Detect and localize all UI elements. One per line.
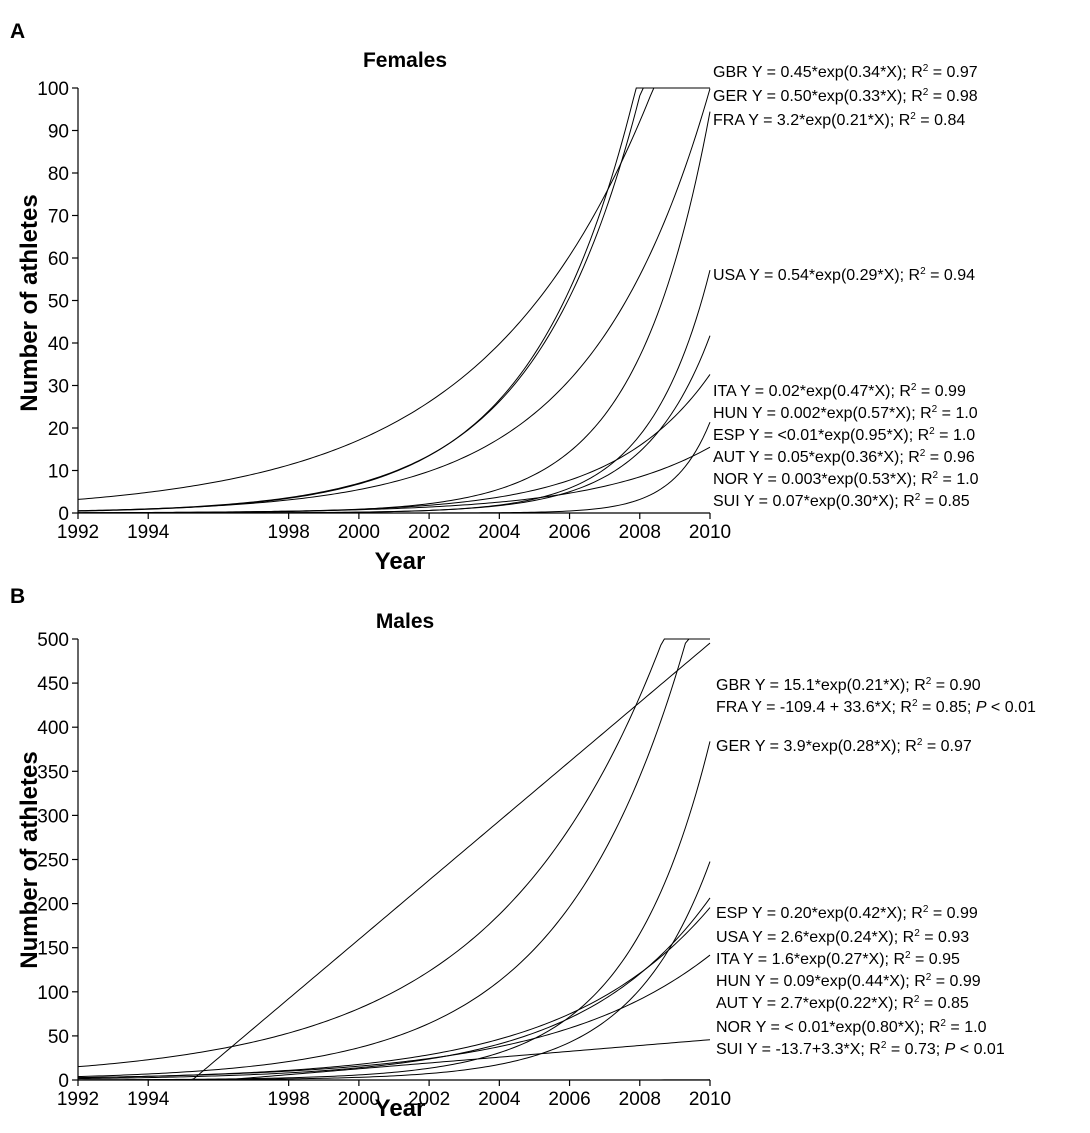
- series-line-nor: [78, 336, 710, 513]
- equation-label-aut: AUT Y = 2.7*exp(0.22*X); R2 = 0.85: [716, 994, 969, 1012]
- y-tick-label: 100: [37, 983, 69, 1004]
- y-tick-label: 30: [48, 377, 69, 398]
- x-tick-label: 1994: [127, 522, 170, 543]
- equation-label-ita: ITA Y = 1.6*exp(0.27*X); R2 = 0.95: [716, 950, 960, 968]
- series-line-ita: [78, 112, 710, 513]
- x-tick-label: 1994: [127, 1089, 170, 1110]
- x-tick-label: 2000: [338, 522, 380, 543]
- panel-letter: A: [10, 20, 25, 43]
- y-tick-label: 10: [48, 462, 69, 483]
- x-axis-label: Year: [375, 1095, 426, 1122]
- series-line-sui: [78, 447, 710, 513]
- y-tick-label: 90: [48, 122, 69, 143]
- series-line-ger: [78, 88, 710, 511]
- series-line-fra: [78, 643, 710, 1080]
- x-tick-label: 1998: [268, 522, 310, 543]
- series-line-esp: [78, 741, 710, 1079]
- x-tick-label: 2004: [478, 522, 521, 543]
- equation-label-sui: SUI Y = -13.7+3.3*X; R2 = 0.73; P < 0.01: [716, 1040, 1005, 1058]
- x-tick-label: 2010: [689, 522, 731, 543]
- y-tick-label: 40: [48, 334, 69, 355]
- equation-label-ger: GER Y = 3.9*exp(0.28*X); R2 = 0.97: [716, 737, 972, 755]
- series-line-usa: [78, 89, 710, 511]
- series-line-ita: [78, 898, 710, 1079]
- chart-title: Females: [363, 49, 447, 72]
- equation-label-sui: SUI Y = 0.07*exp(0.30*X); R2 = 0.85: [713, 492, 970, 510]
- x-tick-label: 2006: [548, 522, 590, 543]
- chart-title: Males: [376, 610, 434, 633]
- y-tick-label: 100: [37, 79, 69, 100]
- x-axis-label: Year: [375, 548, 426, 575]
- panel-b: BMales0501001502002503003504004505001992…: [10, 585, 1036, 1122]
- y-axis-label: Number of athletes: [16, 194, 43, 411]
- series-line-gbr: [78, 88, 710, 511]
- series-line-aut: [78, 955, 710, 1078]
- equation-label-hun: HUN Y = 0.09*exp(0.44*X); R2 = 0.99: [716, 972, 981, 990]
- equation-label-nor: NOR Y = < 0.01*exp(0.80*X); R2 = 1.0: [716, 1018, 987, 1036]
- equation-label-fra: FRA Y = 3.2*exp(0.21*X); R2 = 0.84: [713, 111, 965, 129]
- equation-label-usa: USA Y = 0.54*exp(0.29*X); R2 = 0.94: [713, 266, 975, 284]
- series-line-fra: [78, 88, 710, 499]
- x-tick-label: 2010: [689, 1089, 731, 1110]
- equation-label-ita: ITA Y = 0.02*exp(0.47*X); R2 = 0.99: [713, 382, 966, 400]
- x-tick-label: 2008: [619, 1089, 661, 1110]
- y-tick-label: 500: [37, 630, 69, 651]
- y-tick-label: 70: [48, 207, 69, 228]
- series-line-gbr: [78, 639, 710, 1067]
- x-tick-label: 2002: [408, 522, 450, 543]
- y-tick-label: 60: [48, 249, 69, 270]
- y-tick-label: 50: [48, 292, 69, 313]
- y-tick-label: 450: [37, 674, 69, 695]
- equation-label-gbr: GBR Y = 15.1*exp(0.21*X); R2 = 0.90: [716, 676, 981, 694]
- equation-label-gbr: GBR Y = 0.45*exp(0.34*X); R2 = 0.97: [713, 63, 978, 81]
- series-line-hun: [78, 270, 710, 513]
- x-tick-label: 2004: [478, 1089, 521, 1110]
- y-tick-label: 50: [48, 1027, 69, 1048]
- equation-label-usa: USA Y = 2.6*exp(0.24*X); R2 = 0.93: [716, 928, 969, 946]
- y-axis-label: Number of athletes: [16, 751, 43, 968]
- y-tick-label: 80: [48, 164, 69, 185]
- equation-label-hun: HUN Y = 0.002*exp(0.57*X); R2 = 1.0: [713, 404, 978, 422]
- series-line-aut: [78, 374, 710, 512]
- panel-letter: B: [10, 585, 25, 608]
- equation-label-aut: AUT Y = 0.05*exp(0.36*X); R2 = 0.96: [713, 448, 975, 466]
- y-tick-label: 20: [48, 419, 69, 440]
- y-tick-label: 400: [37, 718, 69, 739]
- x-tick-label: 2008: [619, 522, 661, 543]
- equation-label-esp: ESP Y = 0.20*exp(0.42*X); R2 = 0.99: [716, 904, 978, 922]
- x-tick-label: 2006: [548, 1089, 590, 1110]
- series-line-esp: [78, 422, 710, 513]
- equation-label-ger: GER Y = 0.50*exp(0.33*X); R2 = 0.98: [713, 87, 978, 105]
- equation-label-esp: ESP Y = <0.01*exp(0.95*X); R2 = 1.0: [713, 426, 975, 444]
- equation-label-nor: NOR Y = 0.003*exp(0.53*X); R2 = 1.0: [713, 470, 979, 488]
- x-tick-label: 1998: [268, 1089, 310, 1110]
- x-tick-label: 1992: [57, 522, 99, 543]
- x-tick-label: 1992: [57, 1089, 99, 1110]
- equation-label-fra: FRA Y = -109.4 + 33.6*X; R2 = 0.85; P < …: [716, 698, 1036, 716]
